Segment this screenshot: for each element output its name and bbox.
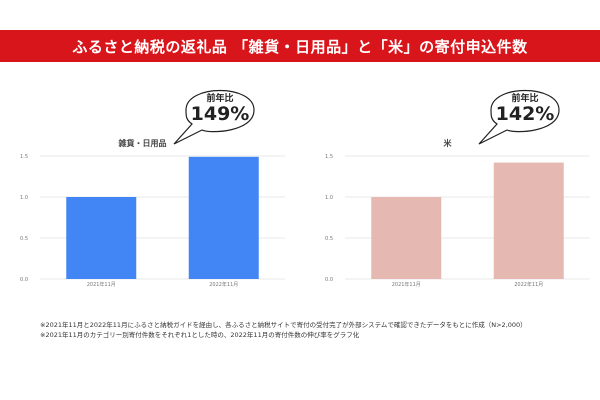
y-tick-label: 1.0 xyxy=(20,195,28,201)
callout-bubble xyxy=(478,90,560,145)
y-tick-label: 0.0 xyxy=(325,277,333,283)
y-tick-label: 1.5 xyxy=(325,154,333,160)
callout-value: 142% xyxy=(496,103,555,125)
page-title: ふるさと納税の返礼品 「雑貨・日用品」と「米」の寄付申込件数 xyxy=(72,37,528,56)
bar-kome xyxy=(371,197,442,279)
chart-title: 米 xyxy=(443,138,453,148)
chart-title: 雑貨・日用品 xyxy=(118,138,167,148)
chart-panel-right: 米 0.0 0.5 1.0 1.5 2021年11月 2022年11月 前年比 142% xyxy=(320,70,600,300)
callout-value: 149% xyxy=(191,103,250,125)
footnote-1: ※2021年11月と2022年11月にふるさと納税ガイドを経由し、各ふるさと納税… xyxy=(40,321,527,329)
bar-kome xyxy=(493,162,564,279)
y-tick-label: 1.0 xyxy=(325,195,333,201)
chart-panel-left: 雑貨・日用品 0.0 0.5 1.0 1.5 2021年11月 2022年11月 前年比 149… xyxy=(15,70,295,300)
x-tick-label: 2022年11月 xyxy=(514,281,543,288)
y-tick-label: 0.5 xyxy=(325,236,333,242)
chart-zakka: 雑貨・日用品 0.0 0.5 1.0 1.5 2021年11月 2022年11月 前年比149… xyxy=(20,90,285,288)
footnotes: ※2021年11月と2022年11月にふるさと納税ガイドを経由し、各ふるさと納税… xyxy=(40,320,580,340)
y-tick-label: 0.0 xyxy=(20,277,28,283)
bar-zakka xyxy=(188,156,259,279)
bar-zakka xyxy=(66,197,137,279)
x-tick-label: 2021年11月 xyxy=(392,281,421,288)
callout-label: 前年比 xyxy=(511,92,538,104)
y-tick-label: 0.5 xyxy=(20,236,28,242)
callout-bubble xyxy=(173,90,255,145)
callout-label: 前年比 xyxy=(206,92,233,104)
y-tick-label: 1.5 xyxy=(20,154,28,160)
x-tick-label: 2022年11月 xyxy=(209,281,238,288)
footnote-2: ※2021年11月のカテゴリー別寄付件数をそれぞれ1とした時の、2022年11月… xyxy=(40,331,360,339)
page-title-bar: ふるさと納税の返礼品 「雑貨・日用品」と「米」の寄付申込件数 xyxy=(0,30,600,62)
x-tick-label: 2021年11月 xyxy=(87,281,116,288)
